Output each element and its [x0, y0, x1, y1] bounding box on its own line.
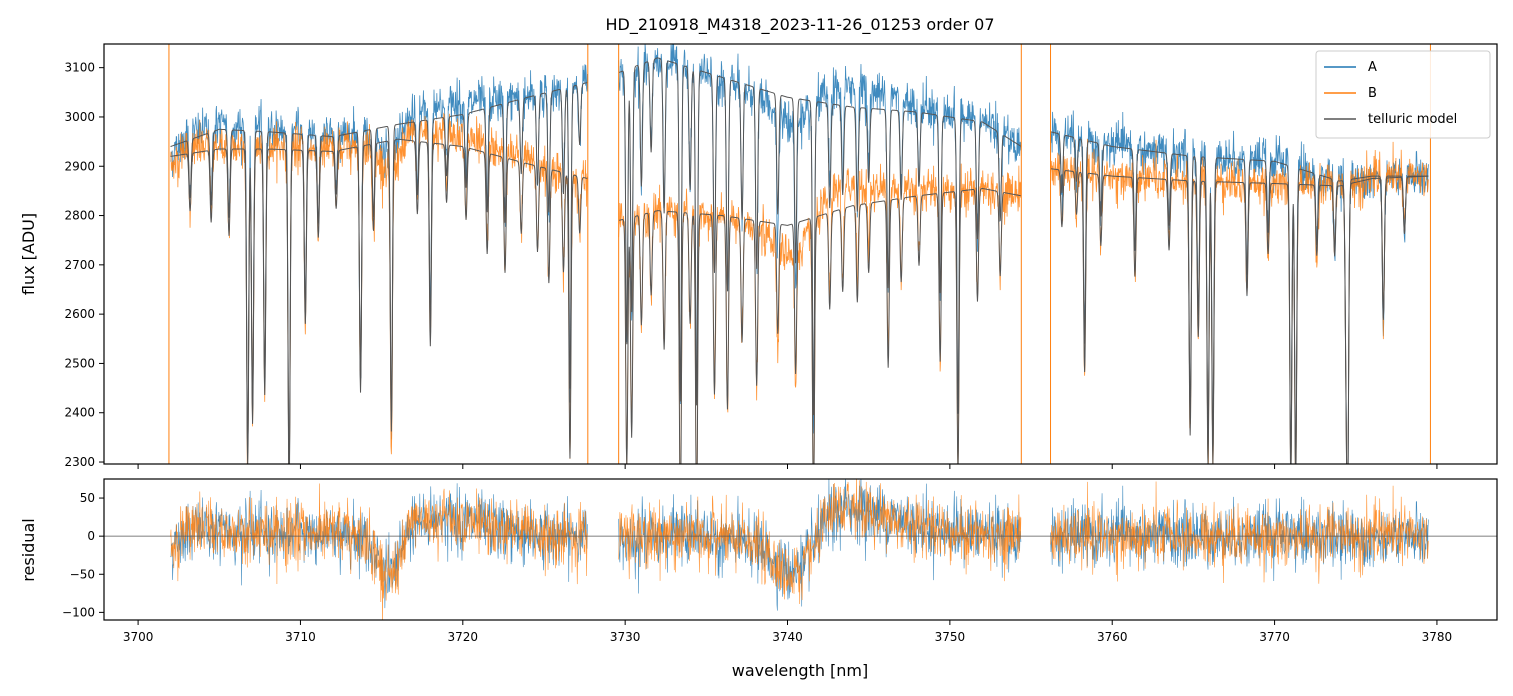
telluric-model-a-seg-1 — [618, 57, 1022, 416]
residual-x-tick-label-1: 3710 — [285, 630, 316, 644]
flux-y-ticks: 2300 2400 2500 2600 2700 2800 2900 3000 3100 — [64, 61, 104, 469]
telluric-model-a-seg-0 — [170, 82, 588, 464]
residual-series-group — [104, 479, 1497, 620]
flux-y-tick-label-4: 2700 — [64, 258, 95, 272]
residual-x-tick-label-6: 3760 — [1097, 630, 1128, 644]
flux-y-tick-label-2: 2500 — [64, 356, 95, 370]
flux-axes-frame — [103, 43, 1498, 465]
residual-b-line-seg-0 — [170, 483, 588, 620]
flux-y-tick-label-6: 2900 — [64, 159, 95, 173]
legend-box — [1315, 50, 1491, 139]
residual-a-line-seg-1 — [618, 479, 1022, 611]
chart-title: HD_210918_M4318_2023-11-26_01253 order 0… — [605, 15, 994, 35]
residual-x-tick-label-4: 3740 — [772, 630, 803, 644]
legend-label-b: B — [1368, 86, 1377, 101]
telluric-model-b-seg-2 — [1050, 168, 1429, 464]
residual-y-ticks: −100 −50 0 50 — [62, 491, 104, 619]
flux-panel: 2300 2400 2500 2600 2700 2800 2900 3000 3100 flu… — [19, 43, 1498, 469]
x-axis-label: wavelength [nm] — [732, 661, 869, 680]
flux-y-tick-label-7: 3000 — [64, 110, 95, 124]
series-b-line-seg-0 — [170, 112, 588, 464]
telluric-model-b-seg-1 — [618, 187, 1021, 464]
residual-x-ticks: 3700 3710 3720 3730 3740 3750 3760 3770 3780 — [123, 620, 1452, 644]
residual-x-tick-label-5: 3750 — [935, 630, 966, 644]
legend: A B telluric model — [1315, 50, 1491, 139]
flux-y-tick-label-8: 3100 — [64, 61, 95, 75]
residual-y-tick-label-0: −100 — [62, 605, 95, 619]
residual-x-tick-label-8: 3780 — [1422, 630, 1453, 644]
residual-b-line-seg-1 — [618, 479, 1022, 604]
flux-y-tick-label-0: 2300 — [64, 455, 95, 469]
flux-y-tick-label-3: 2600 — [64, 307, 95, 321]
residual-y-tick-label-1: −50 — [70, 567, 95, 581]
flux-y-tick-label-1: 2400 — [64, 406, 95, 420]
telluric-model-a-seg-2 — [1050, 131, 1429, 464]
residual-y-tick-label-3: 50 — [80, 491, 95, 505]
telluric-model-b-seg-0 — [170, 138, 588, 464]
legend-label-a: A — [1368, 60, 1377, 75]
series-a-line-seg-0 — [170, 64, 588, 464]
residual-x-tick-label-2: 3720 — [448, 630, 479, 644]
legend-label-telluric: telluric model — [1368, 112, 1457, 127]
residual-axes-frame — [103, 478, 1498, 621]
residual-y-tick-label-2: 0 — [87, 529, 95, 543]
series-b-line-seg-2 — [1050, 139, 1429, 464]
series-a-line-seg-1 — [618, 44, 1022, 434]
residual-b-line-seg-2 — [1050, 481, 1429, 584]
flux-series-group — [168, 44, 1431, 464]
series-b-line-seg-1 — [618, 163, 1022, 464]
residual-x-tick-label-0: 3700 — [123, 630, 154, 644]
residual-x-tick-label-3: 3730 — [610, 630, 641, 644]
flux-x-ticks — [137, 464, 1438, 469]
residual-y-axis-label: residual — [19, 518, 38, 581]
residual-x-tick-label-7: 3770 — [1259, 630, 1290, 644]
flux-y-tick-label-5: 2800 — [64, 209, 95, 223]
flux-y-axis-label: flux [ADU] — [19, 213, 38, 295]
